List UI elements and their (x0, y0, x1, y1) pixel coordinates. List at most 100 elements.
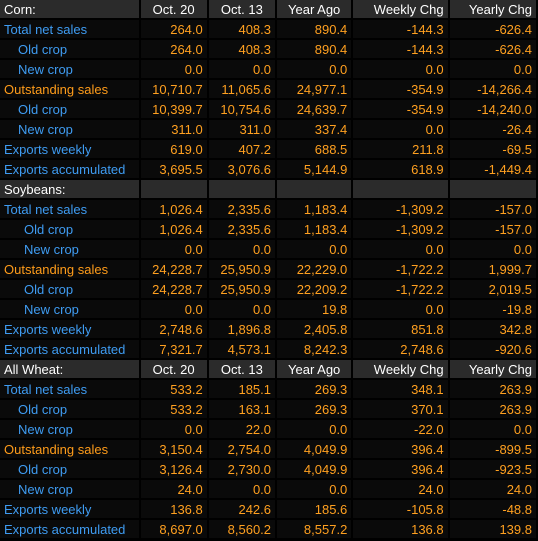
row-label: Exports weekly (0, 140, 141, 160)
cell-weekly-chg: -1,309.2 (353, 220, 450, 240)
cell-oct20: 136.8 (140, 500, 209, 520)
cell-year-ago: 269.3 (277, 380, 354, 400)
cell-yearly-chg: 139.8 (449, 520, 538, 540)
row-label: Old crop (0, 220, 141, 240)
row-label: Exports accumulated (0, 340, 141, 360)
cell-oct20: 24,228.7 (140, 260, 209, 280)
cell-oct13: 311.0 (208, 120, 278, 140)
cell-yearly-chg: 342.8 (449, 320, 538, 340)
cell-oct13: 0.0 (208, 240, 278, 260)
cell-year-ago: 22,229.0 (277, 260, 354, 280)
column-header-year-ago: Year Ago (277, 0, 354, 20)
cell-oct20: 0.0 (140, 60, 209, 80)
cell-yearly-chg: -48.8 (449, 500, 538, 520)
cell-year-ago: 24,639.7 (277, 100, 354, 120)
table-row: New crop 24.0 0.0 0.0 24.0 24.0 (0, 480, 538, 500)
header-spacer (449, 180, 538, 200)
cell-yearly-chg: -157.0 (449, 220, 538, 240)
header-spacer (353, 180, 450, 200)
cell-year-ago: 2,405.8 (277, 320, 354, 340)
table-row: Outstanding sales 10,710.7 11,065.6 24,977.… (0, 80, 538, 100)
cell-oct13: 0.0 (208, 480, 278, 500)
row-label: Exports weekly (0, 320, 141, 340)
cell-weekly-chg: -1,309.2 (353, 200, 450, 220)
cell-year-ago: 269.3 (277, 400, 354, 420)
cell-oct20: 2,748.6 (140, 320, 209, 340)
table-row: New crop 0.0 0.0 0.0 0.0 0.0 (0, 60, 538, 80)
section-title: Soybeans: (0, 180, 141, 200)
cell-year-ago: 1,183.4 (277, 200, 354, 220)
cell-year-ago: 22,209.2 (277, 280, 354, 300)
table-row: Total net sales 533.2 185.1 269.3 348.1 263.9 (0, 380, 538, 400)
cell-weekly-chg: -22.0 (353, 420, 450, 440)
cell-yearly-chg: -26.4 (449, 120, 538, 140)
cell-year-ago: 890.4 (277, 20, 354, 40)
table-row: Old crop 10,399.7 10,754.6 24,639.7 -354.9 -1… (0, 100, 538, 120)
row-label: Total net sales (0, 380, 141, 400)
column-header-oct20: Oct. 20 (140, 360, 209, 380)
cell-oct13: 0.0 (208, 300, 278, 320)
cell-oct20: 0.0 (140, 240, 209, 260)
cell-oct20: 619.0 (140, 140, 209, 160)
cell-oct20: 1,026.4 (140, 220, 209, 240)
table-row: Exports accumulated 7,321.7 4,573.1 8,242.3… (0, 340, 538, 360)
cell-weekly-chg: 0.0 (353, 120, 450, 140)
cell-year-ago: 337.4 (277, 120, 354, 140)
column-header-oct13: Oct. 13 (208, 0, 278, 20)
table-row: New crop 0.0 0.0 19.8 0.0 -19.8 (0, 300, 538, 320)
cell-oct20: 3,126.4 (140, 460, 209, 480)
cell-yearly-chg: -923.5 (449, 460, 538, 480)
cell-weekly-chg: 211.8 (353, 140, 450, 160)
cell-oct13: 2,335.6 (208, 220, 278, 240)
table-row: Exports weekly 619.0 407.2 688.5 211.8 -69.5 (0, 140, 538, 160)
table-row: Old crop 1,026.4 2,335.6 1,183.4 -1,309.2 -15… (0, 220, 538, 240)
cell-year-ago: 0.0 (277, 420, 354, 440)
row-label: Exports accumulated (0, 520, 141, 540)
cell-oct20: 1,026.4 (140, 200, 209, 220)
cell-weekly-chg: -144.3 (353, 40, 450, 60)
header-spacer (140, 180, 209, 200)
row-label: New crop (0, 60, 141, 80)
cell-oct13: 408.3 (208, 40, 278, 60)
row-label: New crop (0, 480, 141, 500)
cell-year-ago: 0.0 (277, 480, 354, 500)
cell-oct13: 0.0 (208, 60, 278, 80)
row-label: Old crop (0, 280, 141, 300)
cell-year-ago: 24,977.1 (277, 80, 354, 100)
table-row: New crop 0.0 22.0 0.0 -22.0 0.0 (0, 420, 538, 440)
row-label: Outstanding sales (0, 260, 141, 280)
cell-oct20: 3,150.4 (140, 440, 209, 460)
row-label: Total net sales (0, 20, 141, 40)
cell-oct20: 311.0 (140, 120, 209, 140)
cell-year-ago: 5,144.9 (277, 160, 354, 180)
cell-weekly-chg: -354.9 (353, 80, 450, 100)
section-header-row: Corn: Oct. 20 Oct. 13 Year Ago Weekly Chg Yea… (0, 0, 538, 20)
cell-year-ago: 890.4 (277, 40, 354, 60)
cell-yearly-chg: -626.4 (449, 20, 538, 40)
cell-yearly-chg: -157.0 (449, 200, 538, 220)
cell-oct20: 0.0 (140, 300, 209, 320)
section-header-row: Soybeans: (0, 180, 538, 200)
column-header-oct20: Oct. 20 (140, 0, 209, 20)
column-header-oct13: Oct. 13 (208, 360, 278, 380)
cell-oct20: 264.0 (140, 40, 209, 60)
row-label: Old crop (0, 460, 141, 480)
cell-year-ago: 19.8 (277, 300, 354, 320)
cell-weekly-chg: 2,748.6 (353, 340, 450, 360)
cell-oct13: 8,560.2 (208, 520, 278, 540)
row-label: New crop (0, 420, 141, 440)
table-row: Old crop 24,228.7 25,950.9 22,209.2 -1,722.2… (0, 280, 538, 300)
table-row: Total net sales 1,026.4 2,335.6 1,183.4 -1,3… (0, 200, 538, 220)
cell-year-ago: 8,557.2 (277, 520, 354, 540)
cell-weekly-chg: 851.8 (353, 320, 450, 340)
cell-yearly-chg: 263.9 (449, 380, 538, 400)
cell-oct20: 10,710.7 (140, 80, 209, 100)
table-row: Total net sales 264.0 408.3 890.4 -144.3 -626… (0, 20, 538, 40)
row-label: Outstanding sales (0, 80, 141, 100)
cell-oct13: 2,335.6 (208, 200, 278, 220)
column-header-yearly-chg: Yearly Chg (449, 0, 538, 20)
header-spacer (208, 180, 278, 200)
row-label: Old crop (0, 40, 141, 60)
cell-yearly-chg: -14,240.0 (449, 100, 538, 120)
